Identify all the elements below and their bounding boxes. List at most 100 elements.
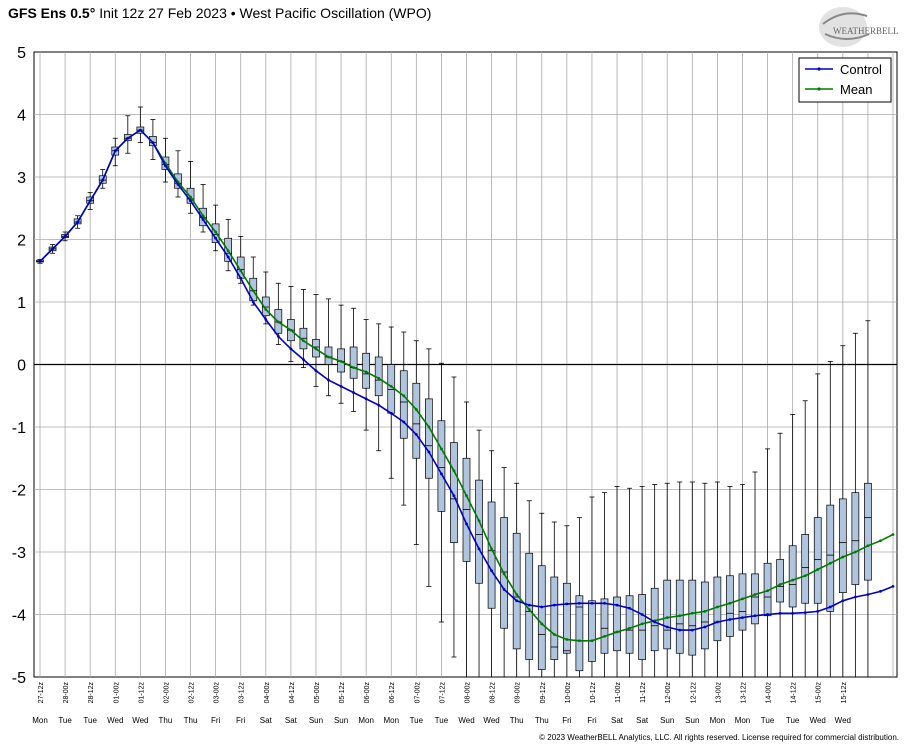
mean-point (603, 634, 606, 638)
control-point (402, 420, 406, 424)
mean-point (226, 249, 230, 253)
control-point (477, 547, 481, 551)
mean-point (741, 597, 744, 601)
day-label: Thu (535, 716, 549, 725)
legend-control-marker (817, 67, 821, 71)
control-point (791, 611, 795, 615)
day-label: Mon (32, 716, 48, 725)
mean-point (615, 630, 619, 634)
box-iqr (738, 573, 747, 631)
weatherbell-logo: WEATHERBELL (813, 4, 899, 50)
legend: Control Mean (798, 57, 892, 103)
mean-point (276, 320, 280, 324)
mean-point (327, 355, 330, 359)
box-iqr (412, 382, 421, 459)
mean-point (264, 308, 268, 311)
y-tick-label: -4 (12, 608, 26, 625)
x-tick-label: 15-00z (816, 682, 823, 704)
mean-point (640, 622, 644, 626)
day-label: Mon (383, 716, 399, 725)
mean-point (766, 589, 769, 593)
x-tick-label: 06-12z (389, 682, 396, 704)
mean-point (339, 359, 343, 363)
control-point (866, 593, 870, 596)
control-point (214, 236, 218, 240)
box-iqr (726, 575, 734, 637)
x-tick-label: 07-00z (414, 682, 421, 704)
control-point (389, 411, 393, 415)
legend-box (798, 57, 892, 103)
day-label: Fri (211, 716, 221, 725)
mean-point (389, 384, 393, 388)
control-point (264, 318, 268, 321)
control-point (552, 603, 556, 607)
chart-title-degree: ° (89, 5, 96, 21)
mean-point (289, 328, 293, 332)
mean-point (427, 425, 431, 429)
day-label: Tue (761, 716, 775, 725)
legend-mean-marker (817, 87, 821, 91)
x-tick-label: 04-12z (289, 682, 296, 704)
day-label: Wed (810, 716, 826, 725)
day-label: Wed (458, 716, 474, 725)
mean-point (201, 214, 205, 218)
control-point (565, 602, 569, 606)
box-iqr (813, 517, 822, 604)
control-point (51, 247, 54, 251)
control-point (803, 611, 807, 615)
box-iqr (776, 559, 784, 603)
mean-point (540, 622, 544, 626)
day-label: Tue (58, 716, 72, 725)
mean-point (452, 469, 456, 473)
x-tick-label: 14-00z (766, 682, 773, 704)
x-tick-label: 02-00z (163, 682, 170, 704)
day-label: Thu (184, 716, 198, 725)
control-point (590, 601, 594, 605)
day-label: Sun (309, 716, 323, 725)
box-iqr (399, 370, 408, 439)
box-iqr (638, 594, 646, 660)
day-label: Tue (83, 716, 97, 725)
day-label: Wed (107, 716, 123, 725)
day-label: Sun (334, 716, 348, 725)
control-point (678, 628, 682, 632)
day-label: Thu (159, 716, 173, 725)
control-point (753, 614, 757, 618)
mean-point (364, 370, 368, 374)
mean-point (803, 574, 807, 578)
mean-point (753, 593, 757, 596)
box-iqr (475, 479, 483, 584)
mean-point (515, 593, 519, 596)
control-point (164, 164, 167, 168)
control-point (816, 609, 820, 613)
control-point (891, 584, 895, 588)
x-tick-label: 08-12z (490, 682, 497, 704)
control-point (841, 599, 845, 603)
x-tick-label: 03-00z (214, 682, 221, 704)
control-point (38, 259, 42, 263)
control-point (690, 628, 694, 632)
control-point (276, 334, 280, 338)
mean-point (791, 578, 795, 582)
control-point (327, 378, 330, 382)
control-point (640, 613, 644, 616)
mean-point (678, 614, 682, 618)
x-tick-label: 27-12z (38, 682, 45, 704)
legend-control-label: Control (840, 62, 882, 77)
mean-point (866, 544, 870, 548)
x-tick-label: 13-00z (715, 682, 722, 704)
box-iqr (613, 596, 621, 652)
control-point (766, 613, 769, 616)
mean-point (214, 230, 218, 234)
mean-point (552, 633, 556, 636)
day-label: Sat (285, 716, 298, 725)
x-tick-label: 07-12z (439, 682, 446, 704)
mean-point (502, 572, 506, 576)
mean-point (728, 601, 732, 605)
box-iqr (688, 579, 697, 656)
box-iqr (425, 398, 433, 479)
x-tick-label: 09-00z (515, 682, 522, 704)
box-iqr (550, 576, 559, 660)
x-tick-label: 14-12z (791, 682, 798, 704)
